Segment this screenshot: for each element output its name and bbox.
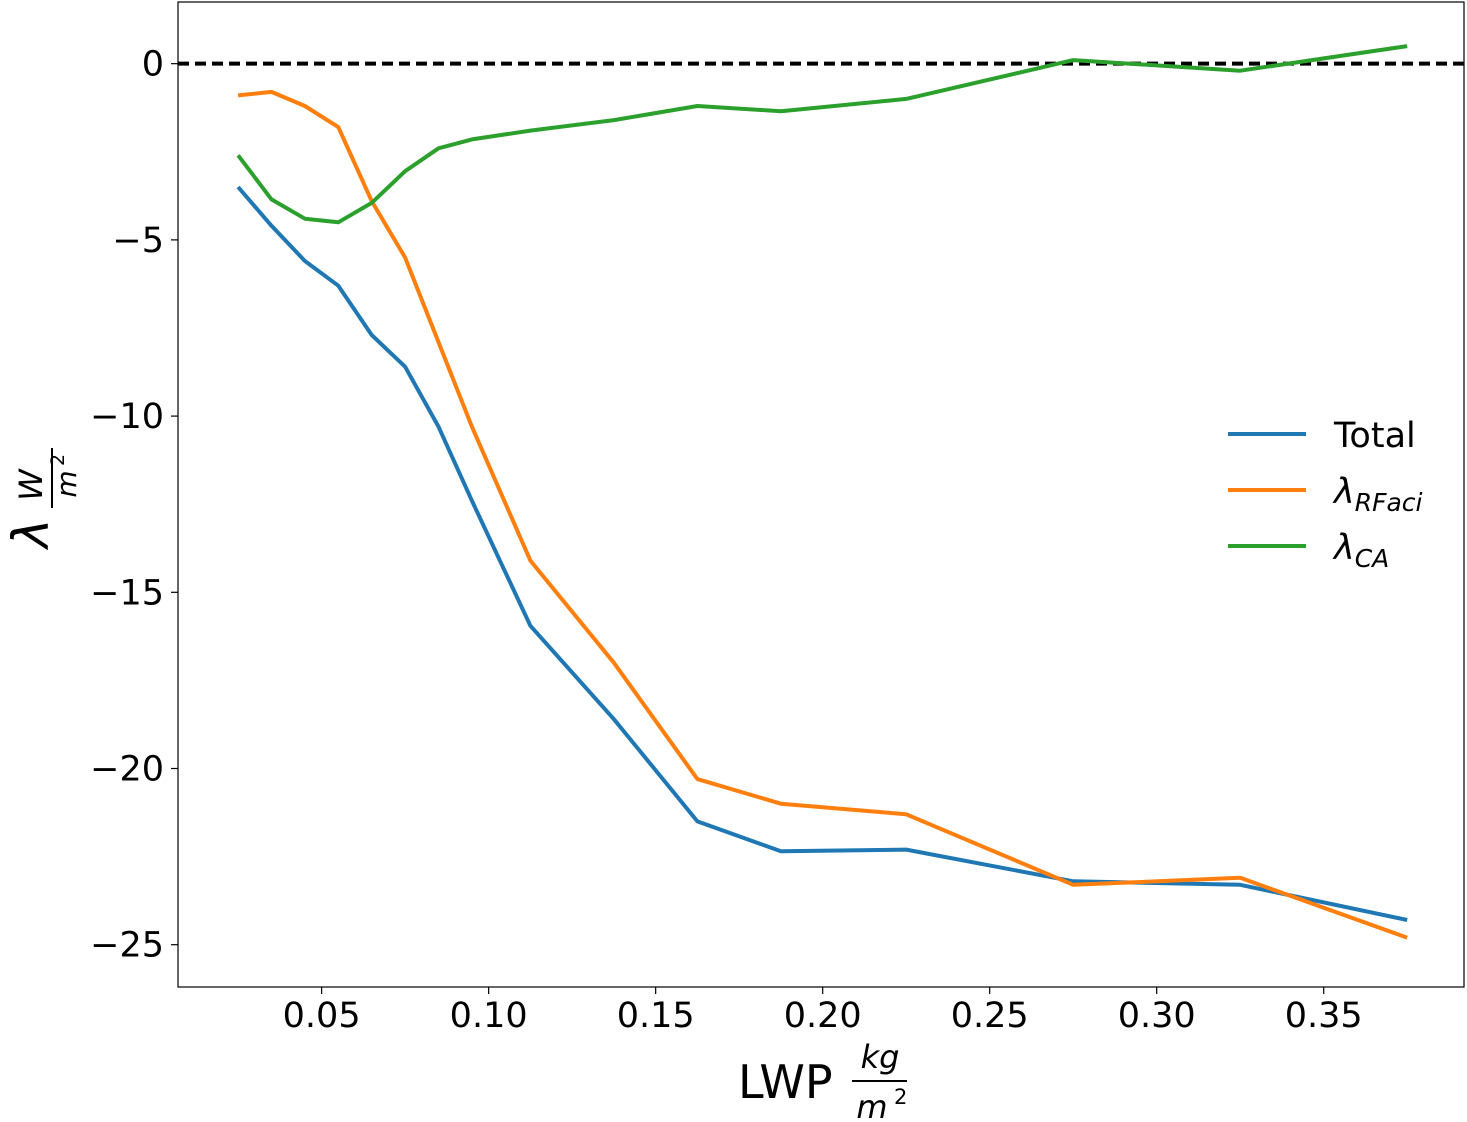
y-tick-label: 0	[142, 45, 164, 85]
legend-label-rfaci: λRFaci	[1332, 472, 1423, 517]
x-axis-label-text: LWP	[738, 1055, 833, 1109]
legend-label-ca: λCA	[1332, 528, 1389, 573]
legend: Total λRFaci λCA	[1228, 416, 1423, 573]
y-tick-label: −15	[90, 573, 164, 613]
y-tick-label: −25	[90, 926, 164, 966]
y-axis-label-text: λ	[2, 518, 60, 551]
x-axis-ticks: 0.05 0.10 0.15 0.20 0.25 0.30 0.35	[283, 987, 1363, 1036]
x-tick-label: 0.05	[283, 996, 361, 1036]
legend-label-ca-base: λ	[1332, 528, 1355, 568]
y-axis-unit-denominator: m	[50, 470, 83, 497]
x-tick-label: 0.25	[951, 996, 1029, 1036]
y-axis-label: λ W m 2	[2, 448, 83, 551]
legend-label-ca-sub: CA	[1355, 544, 1390, 573]
y-tick-label: −20	[90, 750, 164, 790]
x-axis-unit-power: 2	[894, 1085, 907, 1109]
x-axis-unit-numerator: kg	[861, 1038, 900, 1076]
x-axis-unit-denominator: m	[856, 1088, 887, 1122]
y-axis-unit-numerator: W	[12, 468, 50, 501]
x-tick-label: 0.20	[784, 996, 862, 1036]
x-tick-label: 0.15	[617, 996, 695, 1036]
legend-label-rfaci-sub: RFaci	[1355, 488, 1423, 517]
x-tick-label: 0.30	[1118, 996, 1196, 1036]
y-tick-label: −10	[90, 397, 164, 437]
series-line-0	[236, 185, 1408, 922]
series-layer	[236, 44, 1408, 940]
plot-frame	[177, 1, 1465, 988]
series-line-1	[237, 89, 1408, 940]
plot-area	[178, 2, 1464, 987]
y-axis-ticks: 0 −5 −10 −15 −20 −25	[90, 45, 178, 966]
y-tick-label: −5	[112, 221, 164, 261]
series-line-2	[236, 44, 1408, 225]
legend-label-total: Total	[1333, 416, 1416, 456]
legend-label-rfaci-base: λ	[1332, 472, 1355, 512]
x-axis-label: LWP kg m 2	[738, 1038, 907, 1122]
x-tick-label: 0.35	[1285, 996, 1363, 1036]
y-axis-unit-power: 2	[47, 454, 69, 466]
x-tick-label: 0.10	[450, 996, 528, 1036]
